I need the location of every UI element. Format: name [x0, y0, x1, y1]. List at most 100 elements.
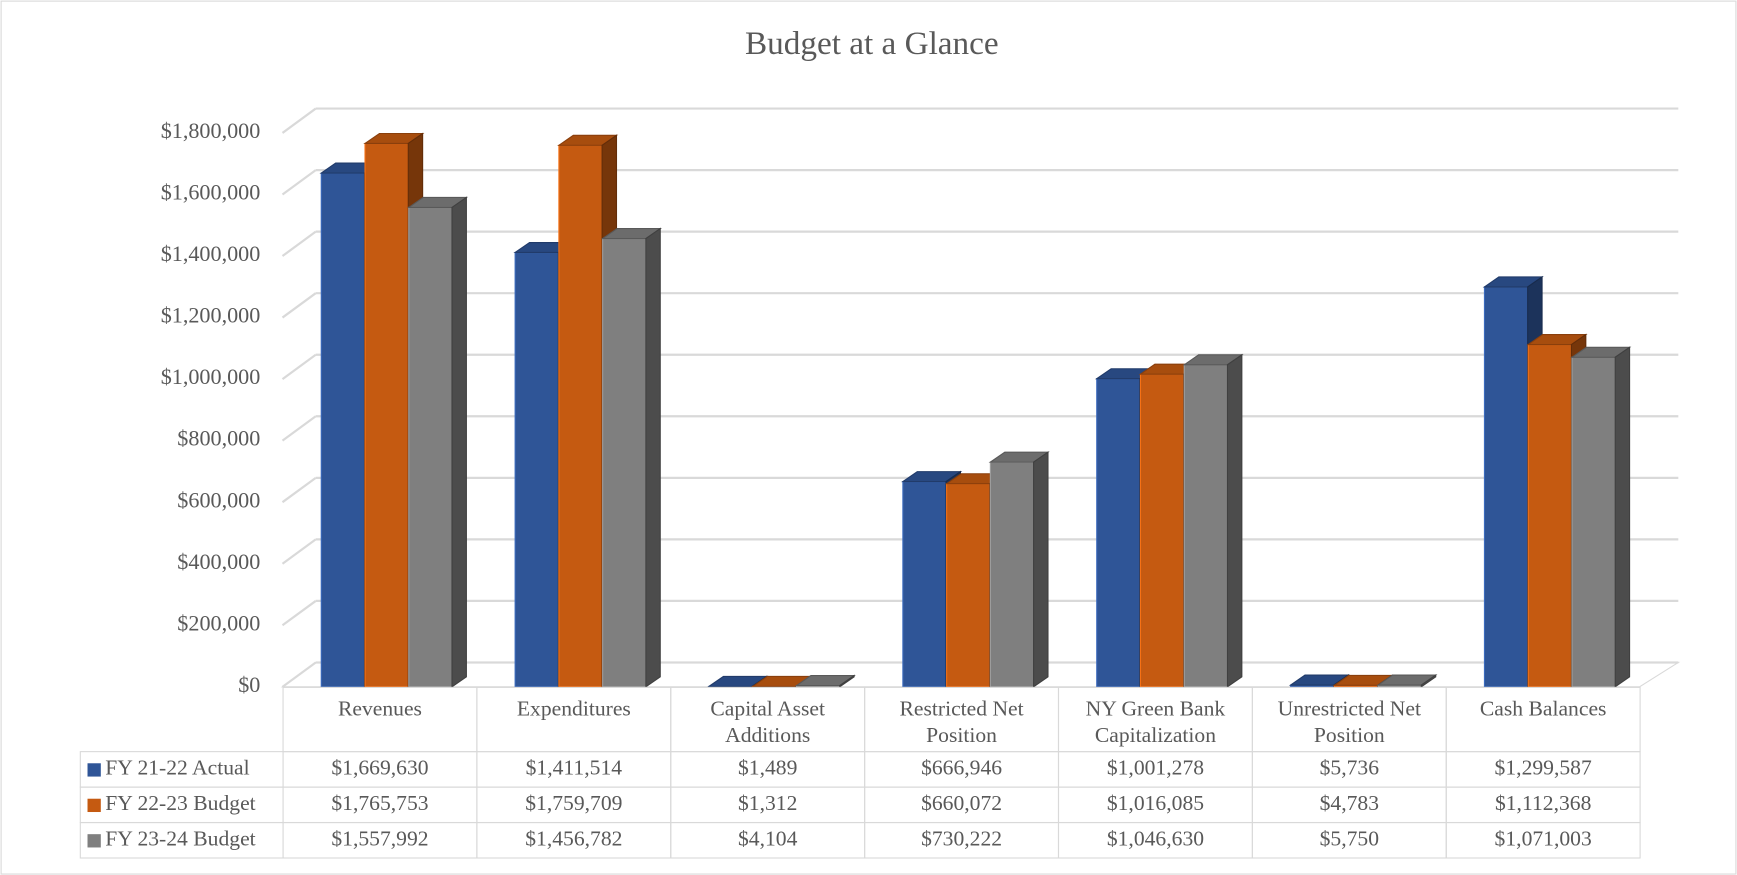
cell-text: $1,312	[738, 792, 798, 816]
cell-text: $730,222	[921, 827, 1003, 852]
bar-front	[902, 481, 947, 688]
cell-text: $5,736	[1319, 756, 1380, 781]
cell-text: $1,299,587	[1494, 756, 1592, 781]
bar-front	[1183, 364, 1228, 688]
y-tick-label: $1,200,000	[161, 303, 261, 328]
table-header: Revenues	[282, 686, 478, 753]
table-value: $4,104	[670, 821, 866, 859]
chart-title: Budget at a Glance	[745, 25, 999, 62]
cell-text: Restricted Net Position	[899, 697, 1024, 749]
y-tick-label: $200,000	[177, 610, 260, 635]
legend-entry: FY 23-24 Budget	[79, 821, 284, 859]
grid-line-side	[281, 415, 317, 442]
cell-text: Capital Asset Additions	[710, 697, 825, 749]
grid-line-side	[281, 169, 317, 196]
bar-side	[1033, 451, 1049, 688]
table-value: $666,946	[864, 751, 1060, 788]
table-value: $1,071,003	[1445, 821, 1641, 859]
bar-side	[1420, 674, 1437, 688]
y-tick-label: $1,800,000	[161, 118, 261, 143]
grid-line-side	[281, 600, 317, 627]
grid-line-side	[281, 292, 317, 319]
cell-text: $1,759,709	[525, 792, 623, 816]
bar-side	[451, 196, 467, 688]
table-header: Cash Balances	[1445, 686, 1641, 753]
bar-front	[558, 144, 603, 688]
bar-front	[1483, 286, 1529, 688]
table-header: NY Green Bank Capitalization	[1057, 686, 1253, 753]
table-value: $1,759,709	[476, 786, 672, 824]
bar-front	[989, 461, 1035, 688]
cell-text: $1,765,753	[331, 792, 429, 816]
table-header: Restricted Net Position	[864, 686, 1060, 753]
cell-text: $660,072	[921, 792, 1003, 816]
cell-text: $1,071,003	[1494, 827, 1592, 852]
table-value: $1,112,368	[1445, 786, 1641, 824]
cell-text: $1,411,514	[525, 756, 623, 781]
y-tick-label: $1,400,000	[161, 241, 261, 266]
grid-line-side	[281, 230, 317, 257]
legend-entry: FY 22-23 Budget	[79, 786, 284, 824]
table-value: $1,001,278	[1057, 751, 1253, 788]
bar-side	[1614, 346, 1631, 688]
legend-label: FY 22-23 Budget	[105, 792, 256, 816]
bar-front	[1139, 373, 1185, 688]
legend-swatch	[87, 762, 101, 777]
y-tick-label: $1,000,000	[161, 364, 261, 389]
table-header: Capital Asset Additions	[670, 686, 866, 753]
table-value: $1,557,992	[282, 821, 478, 859]
y-tick-label: $1,600,000	[161, 180, 261, 205]
table-value: $5,750	[1251, 821, 1447, 859]
table-value: $1,046,630	[1057, 821, 1253, 859]
grid-line-side	[281, 353, 317, 381]
cell-text: $1,489	[738, 756, 798, 781]
table-value: $660,072	[864, 786, 1060, 824]
bar-front	[602, 237, 647, 688]
table-header: Unrestricted Net Position	[1251, 686, 1447, 753]
bar-front	[1527, 343, 1572, 688]
table-value: $1,669,630	[282, 751, 478, 788]
table-value: $1,456,782	[476, 821, 672, 859]
grid-line-side	[281, 476, 317, 504]
bar-front	[946, 483, 991, 688]
bar-front	[364, 142, 409, 688]
grid-line-side	[281, 661, 317, 688]
table-value: $1,765,753	[282, 786, 478, 824]
legend-label: FY 23-24 Budget	[105, 827, 256, 852]
legend-entry: FY 21-22 Actual	[79, 751, 284, 788]
table-value: $1,411,514	[476, 751, 672, 788]
cell-text: $1,001,278	[1106, 756, 1205, 781]
grid-line-side	[281, 538, 317, 565]
cell-text: $1,456,782	[525, 827, 623, 852]
cell-text: $1,557,992	[331, 827, 429, 852]
table-header: Expenditures	[476, 686, 672, 753]
cell-text: Cash Balances	[1479, 697, 1607, 722]
table-value: $5,736	[1251, 751, 1447, 788]
cell-text: $666,946	[921, 756, 1003, 781]
cell-text: Expenditures	[516, 697, 631, 722]
cell-text: $1,669,630	[331, 756, 429, 781]
table-value: $1,299,587	[1445, 751, 1641, 788]
table-value: $1,489	[670, 751, 866, 788]
cell-text: $1,046,630	[1106, 827, 1205, 852]
bar-front	[320, 172, 366, 688]
y-tick-label: $600,000	[177, 487, 260, 512]
table-value: $730,222	[864, 821, 1060, 859]
bar-front	[514, 251, 559, 688]
bar-side	[839, 674, 855, 688]
cell-text: NY Green Bank Capitalization	[1085, 697, 1226, 749]
table-value: $4,783	[1251, 786, 1447, 824]
cell-text: Unrestricted Net Position	[1277, 697, 1421, 749]
bar-front	[1096, 378, 1141, 688]
cell-text: $4,104	[738, 827, 798, 852]
cell-text: Revenues	[337, 697, 422, 722]
table-value: $1,016,085	[1057, 786, 1253, 824]
bar-front	[408, 206, 453, 688]
legend-label: FY 21-22 Actual	[105, 756, 250, 781]
cell-text: $1,016,085	[1106, 792, 1205, 816]
y-tick-label: $400,000	[177, 549, 260, 574]
